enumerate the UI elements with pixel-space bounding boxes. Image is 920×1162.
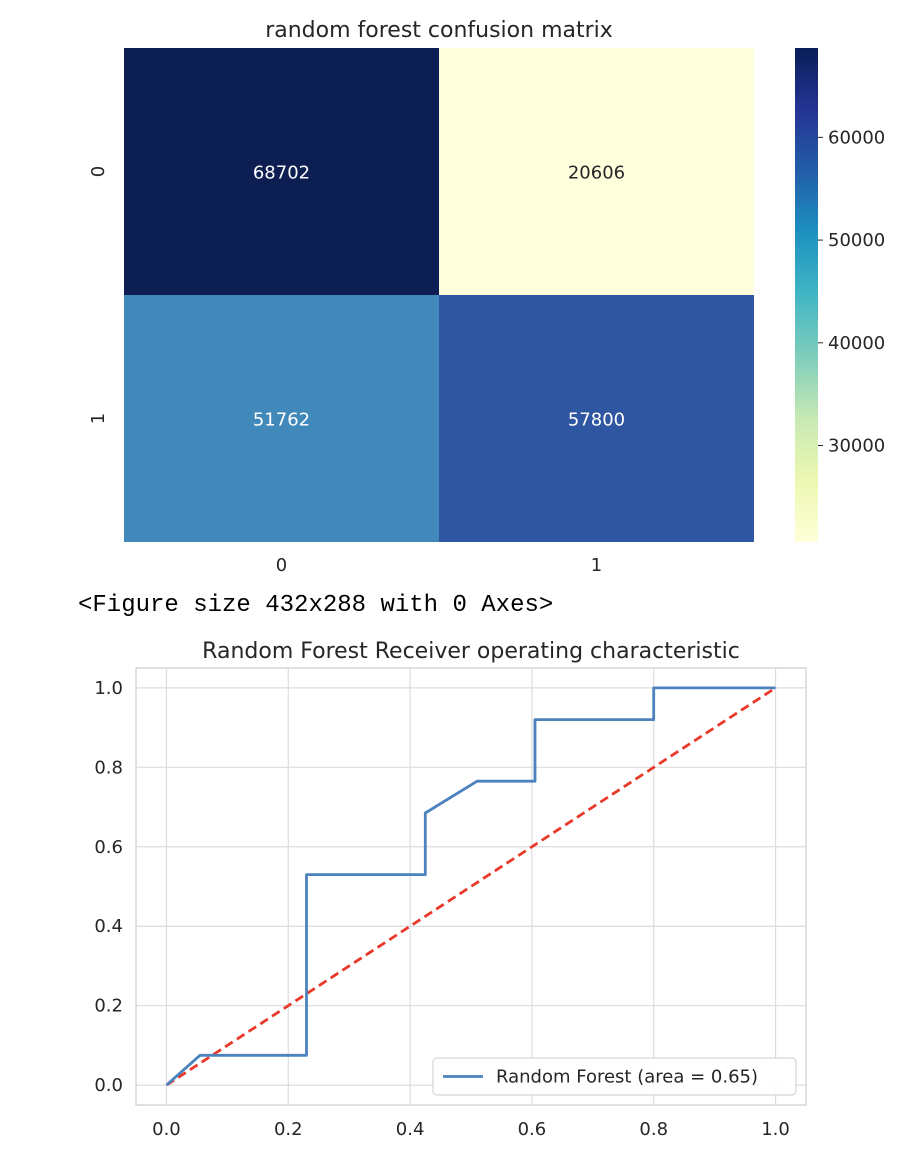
roc-x-tick-label: 0.8 bbox=[639, 1119, 668, 1140]
colorbar-tick-label: 40000 bbox=[828, 333, 885, 354]
roc-legend-label: Random Forest (area = 0.65) bbox=[496, 1067, 758, 1088]
roc-x-tick-label: 0.0 bbox=[152, 1119, 181, 1140]
roc-legend bbox=[432, 1057, 797, 1096]
heatmap-x-tick-label: 1 bbox=[591, 555, 602, 576]
roc-y-tick-label: 0.8 bbox=[94, 757, 123, 778]
roc-plot-area bbox=[135, 667, 807, 1106]
heatmap-cell bbox=[124, 295, 439, 542]
roc-x-tick-label: 0.4 bbox=[396, 1119, 425, 1140]
heatmap-cell-value: 57800 bbox=[568, 410, 625, 431]
colorbar-tick-label: 50000 bbox=[828, 230, 885, 251]
roc-y-tick-label: 0.4 bbox=[94, 916, 123, 937]
colorbar-tick-label: 30000 bbox=[828, 436, 885, 457]
heatmap-y-tick-label: 0 bbox=[88, 166, 109, 177]
heatmap-cell-value: 20606 bbox=[568, 163, 625, 184]
heatmap-cell bbox=[439, 295, 754, 542]
heatmap-cell bbox=[124, 48, 439, 295]
roc-x-tick-label: 0.6 bbox=[518, 1119, 547, 1140]
roc-chance-line bbox=[165, 686, 777, 1087]
roc-curve bbox=[165, 686, 776, 1087]
heatmap-cell bbox=[439, 48, 754, 295]
roc-y-tick-label: 0.2 bbox=[94, 996, 123, 1017]
heatmap-x-tick-label: 0 bbox=[276, 555, 287, 576]
heatmap-title: random forest confusion matrix bbox=[265, 18, 613, 43]
roc-y-tick-label: 0.6 bbox=[94, 837, 123, 858]
roc-x-tick-label: 0.2 bbox=[274, 1119, 303, 1140]
roc-x-tick-label: 1.0 bbox=[761, 1119, 790, 1140]
heatmap-cell-value: 51762 bbox=[253, 410, 310, 431]
heatmap-y-tick-label: 1 bbox=[88, 413, 109, 424]
figure-output-text: <Figure size 432x288 with 0 Axes> bbox=[78, 592, 554, 619]
roc-y-tick-label: 0.0 bbox=[94, 1075, 123, 1096]
colorbar-tick-label: 60000 bbox=[828, 127, 885, 148]
colorbar bbox=[795, 48, 818, 542]
roc-title: Random Forest Receiver operating charact… bbox=[202, 639, 740, 664]
heatmap-cell-value: 68702 bbox=[253, 163, 310, 184]
roc-y-tick-label: 1.0 bbox=[94, 678, 123, 699]
